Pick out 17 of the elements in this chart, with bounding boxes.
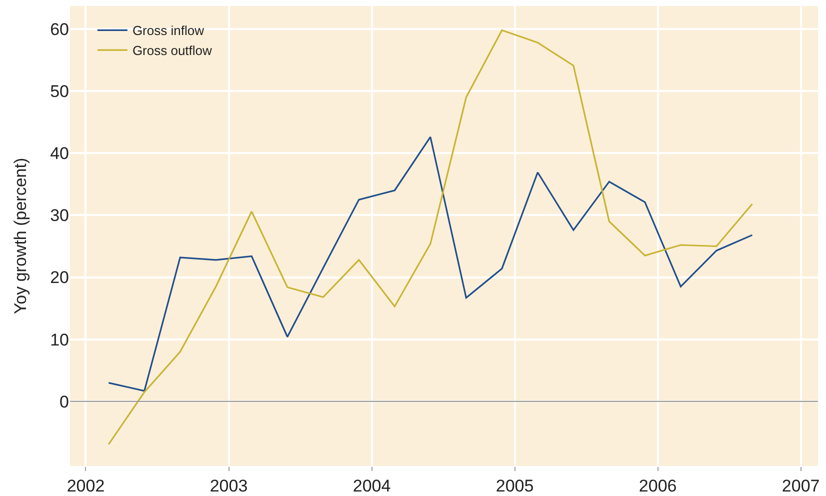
- y-tick-label: 50: [50, 82, 69, 101]
- legend-label: Gross inflow: [132, 23, 205, 38]
- y-tick-label: 0: [60, 392, 69, 412]
- y-axis-title: Yoy growth (percent): [11, 158, 30, 314]
- y-tick-label: 20: [50, 268, 69, 288]
- x-tick-label: 2002: [66, 476, 105, 496]
- y-tick-label: 30: [50, 206, 69, 226]
- line-series: [108, 136, 754, 392]
- x-tick-label: 2003: [210, 476, 248, 496]
- x-tick-label: 2004: [352, 476, 391, 496]
- y-tick-label: 40: [50, 144, 69, 164]
- x-tick-label: 2007: [782, 476, 820, 496]
- y-tick-label: 60: [50, 20, 69, 39]
- legend-label: Gross outflow: [132, 43, 213, 58]
- x-tick-label: 2005: [496, 476, 534, 496]
- y-tick-label: 10: [50, 330, 69, 350]
- x-tick-label: 2006: [638, 476, 677, 496]
